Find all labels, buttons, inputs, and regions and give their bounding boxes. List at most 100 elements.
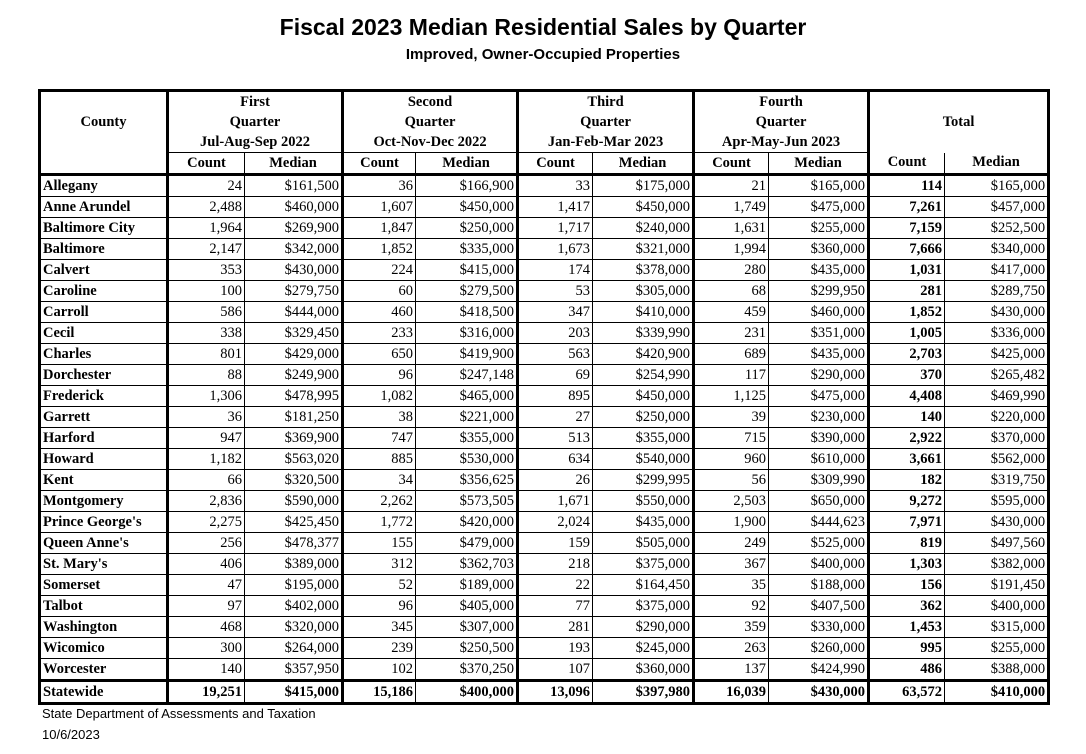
q2-median-cell: $479,000 (415, 532, 520, 554)
q4-median-cell: $351,000 (768, 322, 871, 344)
q1-median-cell: $389,000 (244, 553, 345, 575)
q3-median-cell: $450,000 (592, 385, 696, 407)
table-row: Worcester 140 $357,950 102 $370,250 107 $360,0… (39, 658, 1051, 681)
q3-median-cell: $305,000 (592, 280, 696, 302)
q3-count-header: Count (516, 152, 594, 176)
county-name: Dorchester (39, 364, 169, 386)
q4-median-cell: $299,950 (768, 280, 871, 302)
total-count-cell: 4,408 (868, 385, 946, 407)
q4-median-cell: $475,000 (768, 385, 871, 407)
table-row: Baltimore 2,147 $342,000 1,852 $335,000 1,673… (39, 238, 1051, 260)
q1-count-cell: 140 (167, 658, 245, 681)
q3-median-cell: $410,000 (592, 301, 696, 323)
county-name: Caroline (39, 280, 169, 302)
q2-count-cell: 650 (342, 343, 417, 365)
q4-median-cell: $407,500 (768, 595, 871, 617)
q3-count-cell: 13,096 (517, 679, 594, 704)
table-row: Washington 468 $320,000 345 $307,000 281 $290,… (39, 616, 1051, 638)
q4-count-cell: 1,994 (693, 238, 770, 260)
total-median-cell: $457,000 (944, 196, 1051, 218)
q2-median-cell: $420,000 (415, 511, 520, 533)
q3-count-cell: 895 (517, 385, 594, 407)
total-header: Total (867, 90, 1051, 153)
table-row: Carroll 586 $444,000 460 $418,500 347 $410,000… (39, 301, 1051, 323)
report-title: Fiscal 2023 Median Residential Sales by … (279, 14, 807, 40)
date-footer: 10/6/2023 (42, 727, 100, 742)
total-median-header: Median (944, 152, 1051, 176)
q2-median-cell: $221,000 (415, 406, 520, 428)
q1-median-cell: $563,020 (244, 448, 345, 470)
q3-header-line2: Quarter (516, 112, 696, 132)
county-name: Queen Anne's (39, 532, 169, 554)
q4-median-cell: $188,000 (768, 574, 871, 596)
q1-median-cell: $444,000 (244, 301, 345, 323)
county-name: Garrett (39, 406, 169, 428)
q4-count-cell: 2,503 (693, 490, 770, 512)
total-count-cell: 114 (868, 174, 946, 197)
q2-median-cell: $419,900 (415, 343, 520, 365)
q4-median-cell: $444,623 (768, 511, 871, 533)
q3-count-cell: 107 (517, 658, 594, 681)
q3-median-cell: $450,000 (592, 196, 696, 218)
q1-median-cell: $195,000 (244, 574, 345, 596)
table-row: Somerset 47 $195,000 52 $189,000 22 $164,450 35… (39, 574, 1051, 596)
q4-median-cell: $400,000 (768, 553, 871, 575)
total-median-cell: $340,000 (944, 238, 1051, 260)
q1-median-cell: $249,900 (244, 364, 345, 386)
total-count-cell: 9,272 (868, 490, 946, 512)
q2-median-header: Median (415, 152, 520, 176)
q3-median-cell: $397,980 (592, 679, 696, 704)
q2-count-cell: 1,852 (342, 238, 417, 260)
total-median-cell: $430,000 (944, 511, 1051, 533)
q4-median-cell: $525,000 (768, 532, 871, 554)
table-row: Calvert 353 $430,000 224 $415,000 174 $378,000… (39, 259, 1051, 281)
q4-count-cell: 689 (693, 343, 770, 365)
table-row: Caroline 100 $279,750 60 $279,500 53 $305,000 6… (39, 280, 1051, 302)
q1-count-cell: 100 (167, 280, 245, 302)
q3-count-cell: 1,417 (517, 196, 594, 218)
q1-median-cell: $402,000 (244, 595, 345, 617)
q1-median-cell: $415,000 (244, 679, 345, 704)
total-median-cell: $165,000 (944, 174, 1051, 197)
total-count-cell: 63,572 (868, 679, 946, 704)
q1-count-cell: 2,275 (167, 511, 245, 533)
q1-count-cell: 36 (167, 406, 245, 428)
q1-median-cell: $181,250 (244, 406, 345, 428)
q3-median-cell: $505,000 (592, 532, 696, 554)
q3-count-cell: 2,024 (517, 511, 594, 533)
q1-count-cell: 2,836 (167, 490, 245, 512)
q3-median-cell: $550,000 (592, 490, 696, 512)
county-name: St. Mary's (39, 553, 169, 575)
q2-median-cell: $405,000 (415, 595, 520, 617)
total-median-cell: $265,482 (944, 364, 1051, 386)
q2-count-cell: 2,262 (342, 490, 417, 512)
total-median-cell: $469,990 (944, 385, 1051, 407)
q2-median-cell: $400,000 (415, 679, 520, 704)
q1-count-cell: 2,488 (167, 196, 245, 218)
total-count-cell: 2,922 (868, 427, 946, 449)
total-count-cell: 7,971 (868, 511, 946, 533)
q2-median-cell: $279,500 (415, 280, 520, 302)
total-count-cell: 362 (868, 595, 946, 617)
q4-count-cell: 249 (693, 532, 770, 554)
q3-count-cell: 174 (517, 259, 594, 281)
total-count-cell: 3,661 (868, 448, 946, 470)
table-row: Garrett 36 $181,250 38 $221,000 27 $250,000 39 $… (39, 406, 1051, 428)
total-count-cell: 2,703 (868, 343, 946, 365)
q2-count-cell: 60 (342, 280, 417, 302)
total-count-cell: 1,852 (868, 301, 946, 323)
total-median-cell: $410,000 (944, 679, 1051, 704)
q1-count-cell: 947 (167, 427, 245, 449)
q1-count-cell: 1,306 (167, 385, 245, 407)
q2-median-cell: $530,000 (415, 448, 520, 470)
agency-footer: State Department of Assessments and Taxa… (42, 706, 316, 721)
total-median-cell: $425,000 (944, 343, 1051, 365)
q3-median-cell: $420,900 (592, 343, 696, 365)
table-row: Talbot 97 $402,000 96 $405,000 77 $375,000 92 $4… (39, 595, 1051, 617)
q2-count-cell: 52 (342, 574, 417, 596)
q3-count-cell: 281 (517, 616, 594, 638)
sales-table: County First Second Third Fourth Total Q… (38, 89, 1051, 705)
county-name: Prince George's (39, 511, 169, 533)
q2-median-cell: $247,148 (415, 364, 520, 386)
q3-median-cell: $378,000 (592, 259, 696, 281)
